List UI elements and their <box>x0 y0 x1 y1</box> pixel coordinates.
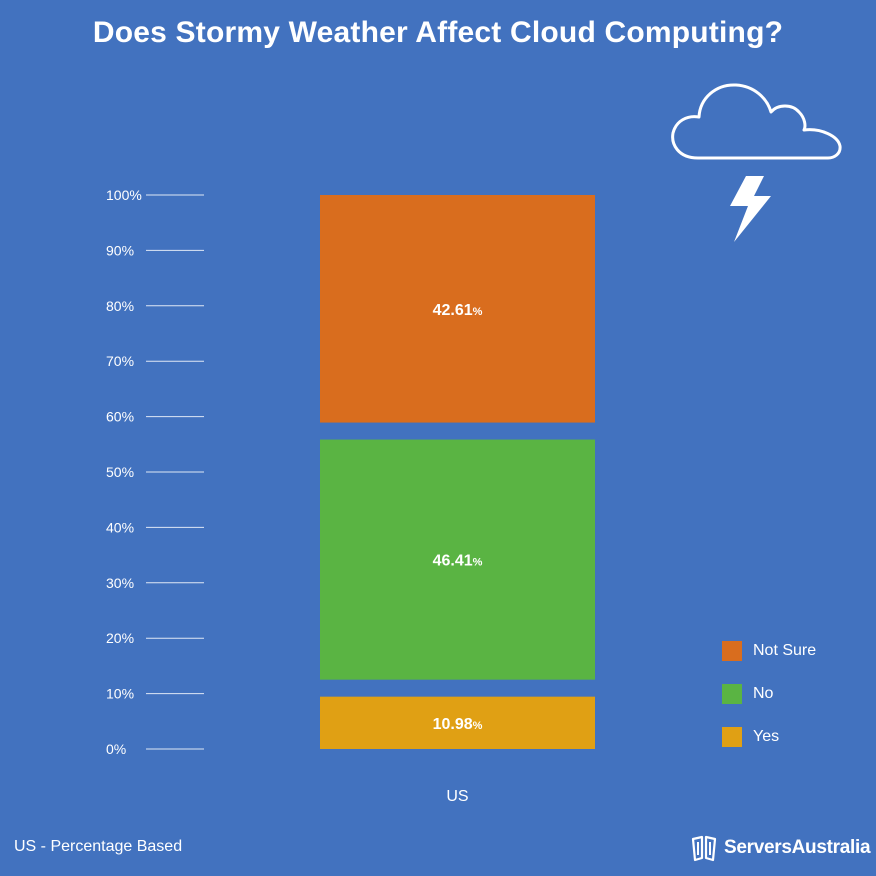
chart-title: Does Stormy Weather Affect Cloud Computi… <box>92 16 784 49</box>
brand-logo: ServersAustralia <box>690 834 871 862</box>
legend-label-not-sure: Not Sure <box>753 642 817 659</box>
bar-not-sure <box>320 195 595 423</box>
legend-label-yes: Yes <box>753 728 780 745</box>
x-tick-label: US <box>446 788 468 805</box>
y-tick-label: 40% <box>106 519 134 535</box>
bar-yes <box>320 696 595 749</box>
legend-item-not-sure: Not Sure <box>722 640 816 662</box>
cloud-icon <box>671 83 842 160</box>
lightning-icon <box>730 176 771 242</box>
y-tick-label: 80% <box>106 298 134 314</box>
y-tick-label: 20% <box>106 630 134 646</box>
bar-series: 10.98% 46.41% 42.61% <box>320 195 595 749</box>
legend-swatch-yes <box>722 727 742 747</box>
legend-swatch-no <box>722 684 742 704</box>
y-tick-label: 50% <box>106 464 134 480</box>
x-axis: US <box>446 788 468 805</box>
y-axis: 0% 10% 20% 30% 40% 50% 60% 70% 80% 90% 100% <box>106 187 204 757</box>
bar-no <box>320 439 595 680</box>
y-tick-label: 90% <box>106 242 134 258</box>
y-tick-label: 100% <box>106 187 142 203</box>
legend: Not Sure No Yes <box>722 640 816 769</box>
legend-swatch-not-sure <box>722 641 742 661</box>
weather-illustration <box>668 76 848 251</box>
data-label-yes: 10.98% <box>433 716 483 733</box>
footnote: US - Percentage Based <box>14 838 183 855</box>
y-tick-label: 60% <box>106 409 134 425</box>
servers-australia-logo-icon <box>691 835 717 862</box>
legend-item-no: No <box>722 683 816 705</box>
y-tick-label: 70% <box>106 353 134 369</box>
legend-item-yes: Yes <box>722 726 816 748</box>
data-label-no: 46.41% <box>433 553 483 570</box>
legend-label-no: No <box>753 685 774 702</box>
data-label-not-sure: 42.61% <box>433 302 483 319</box>
brand-name: ServersAustralia <box>724 837 871 858</box>
y-tick-label: 0% <box>106 741 126 757</box>
y-tick-label: 30% <box>106 575 134 591</box>
y-tick-label: 10% <box>106 686 134 702</box>
